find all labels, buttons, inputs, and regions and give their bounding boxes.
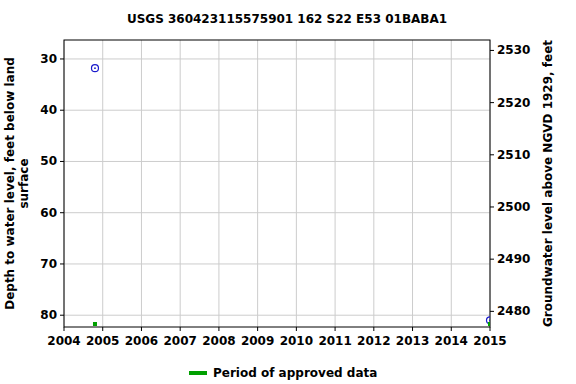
grid-line [257,40,258,327]
x-tick-label: 2007 [163,334,196,348]
tick [218,327,219,331]
y-axis-label: Depth to water level, feet below land [3,57,17,310]
x-tick-label: 2014 [435,334,468,348]
tick [490,102,494,103]
tick [60,110,64,111]
x-tick-label: 2011 [318,334,351,348]
title: USGS 360423115575901 162 S22 E53 01BABA1 [127,12,447,26]
grid-line [412,40,413,327]
grid-line [218,40,219,327]
y-tick-label: 40 [40,103,57,117]
approved-mark [93,322,97,326]
y2-tick-label: 2510 [497,148,530,162]
x-tick-label: 2013 [396,334,429,348]
approved-mark [488,322,490,326]
grid-line [451,40,452,327]
legend-swatch [189,371,207,375]
y-tick-label: 80 [40,308,57,322]
x-tick-label: 2015 [473,334,506,348]
tick [102,327,103,331]
x-tick-label: 2008 [202,334,235,348]
grid-line [141,40,142,327]
y2-axis-label: Groundwater level above NGVD 1929, feet [541,40,555,327]
y2-tick-label: 2530 [497,43,530,57]
y-axis-label: surface [17,158,31,208]
tick [490,154,494,155]
y-tick-label: 60 [40,206,57,220]
grid-line [102,40,103,327]
tick [180,327,181,331]
point-ring [91,65,98,72]
legend-label: Period of approved data [213,366,377,380]
x-tick-label: 2010 [280,334,313,348]
tick [64,327,65,331]
grid-line [296,40,297,327]
y-tick-label: 70 [40,257,57,271]
tick [451,327,452,331]
tick [60,212,64,213]
grid-line [373,40,374,327]
y2-tick-label: 2480 [497,304,530,318]
y-tick-label: 30 [40,52,57,66]
grid-line [64,263,490,264]
chart: 2004 2005 2006 2007 2008 2009 2010 2011 2012 2013… [0,0,576,384]
frame [64,40,490,327]
x-tick-label: 2004 [47,334,80,348]
tick [60,161,64,162]
grid-line [64,58,490,59]
x-tick-label: 2005 [86,334,119,348]
tick [490,259,494,260]
tick [60,263,64,264]
point-dot [94,67,96,69]
grid-line [64,110,490,111]
grid-line [335,40,336,327]
tick [335,327,336,331]
plot-area [64,40,490,327]
y2-tick-label: 2520 [497,96,530,110]
tick [60,315,64,316]
x-tick-label: 2012 [357,334,390,348]
tick [373,327,374,331]
tick [490,50,494,51]
x-tick-label: 2006 [125,334,158,348]
grid-line [64,315,490,316]
tick [60,58,64,59]
tick [490,311,494,312]
tick [490,327,491,331]
tick [296,327,297,331]
grid-line [64,161,490,162]
y-tick-label: 50 [40,154,57,168]
tick [257,327,258,331]
tick [412,327,413,331]
grid-line [64,212,490,213]
x-tick-label: 2009 [241,334,274,348]
tick [490,206,494,207]
y2-tick-label: 2490 [497,252,530,266]
point-dot [489,319,490,321]
grid-line [180,40,181,327]
y2-tick-label: 2500 [497,200,530,214]
data-group [91,65,490,326]
point [91,65,98,72]
tick [141,327,142,331]
